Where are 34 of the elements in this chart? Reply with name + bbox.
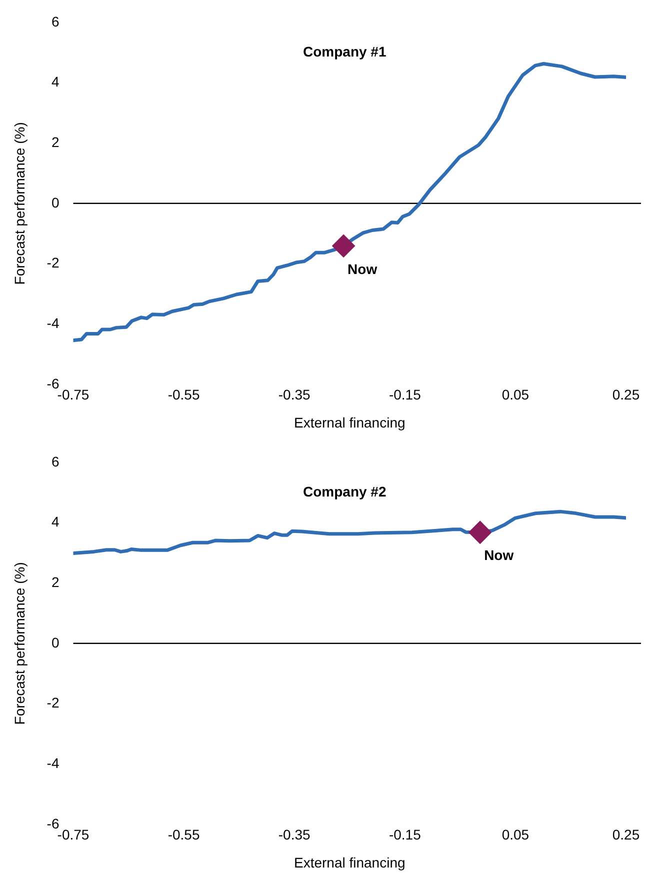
text: Company #1 xyxy=(303,43,386,60)
x-tick-label: 0.05 xyxy=(502,826,530,843)
y-tick-label: 4 xyxy=(51,74,60,90)
y-tick-label: 4 xyxy=(51,514,60,530)
y-tick-label: -2 xyxy=(46,254,60,271)
x-tick-label: -0.55 xyxy=(168,386,200,403)
annotation: Now xyxy=(484,547,514,564)
x-tick-label: -0.35 xyxy=(278,826,311,843)
x-tick-label: 0.25 xyxy=(612,826,640,843)
x-tick-label: 0.25 xyxy=(612,386,640,403)
y-tick-label: -6 xyxy=(46,375,60,392)
y-tick-label: -2 xyxy=(46,694,60,711)
annotation: Now xyxy=(348,260,378,277)
x-axis-title: External financing xyxy=(294,854,406,870)
x-axis-title: External financing xyxy=(294,414,406,430)
y-tick-label: 6 xyxy=(51,13,60,30)
y-tick-label: -6 xyxy=(46,815,60,832)
y-tick-label: 0 xyxy=(51,634,60,650)
y-tick-label: 6 xyxy=(51,453,60,470)
text: Company #2 xyxy=(303,483,386,500)
y-tick-label: -4 xyxy=(46,314,60,331)
x-tick-label: -0.15 xyxy=(388,826,422,843)
y-tick-label: 0 xyxy=(51,194,60,210)
x-tick-label: -0.75 xyxy=(57,826,90,843)
y-tick-label: 2 xyxy=(51,134,60,150)
x-tick-label: -0.55 xyxy=(168,826,200,843)
x-tick-label: 0.05 xyxy=(502,386,530,403)
y-tick-label: -4 xyxy=(46,754,60,771)
x-tick-label: -0.75 xyxy=(57,386,90,403)
x-tick-label: -0.35 xyxy=(278,386,311,403)
y-tick-label: 2 xyxy=(51,574,60,590)
y-axis-title: Forecast performance (%) xyxy=(11,562,28,725)
x-tick-label: -0.15 xyxy=(388,386,422,403)
y-axis-title: Forecast performance (%) xyxy=(11,122,28,285)
